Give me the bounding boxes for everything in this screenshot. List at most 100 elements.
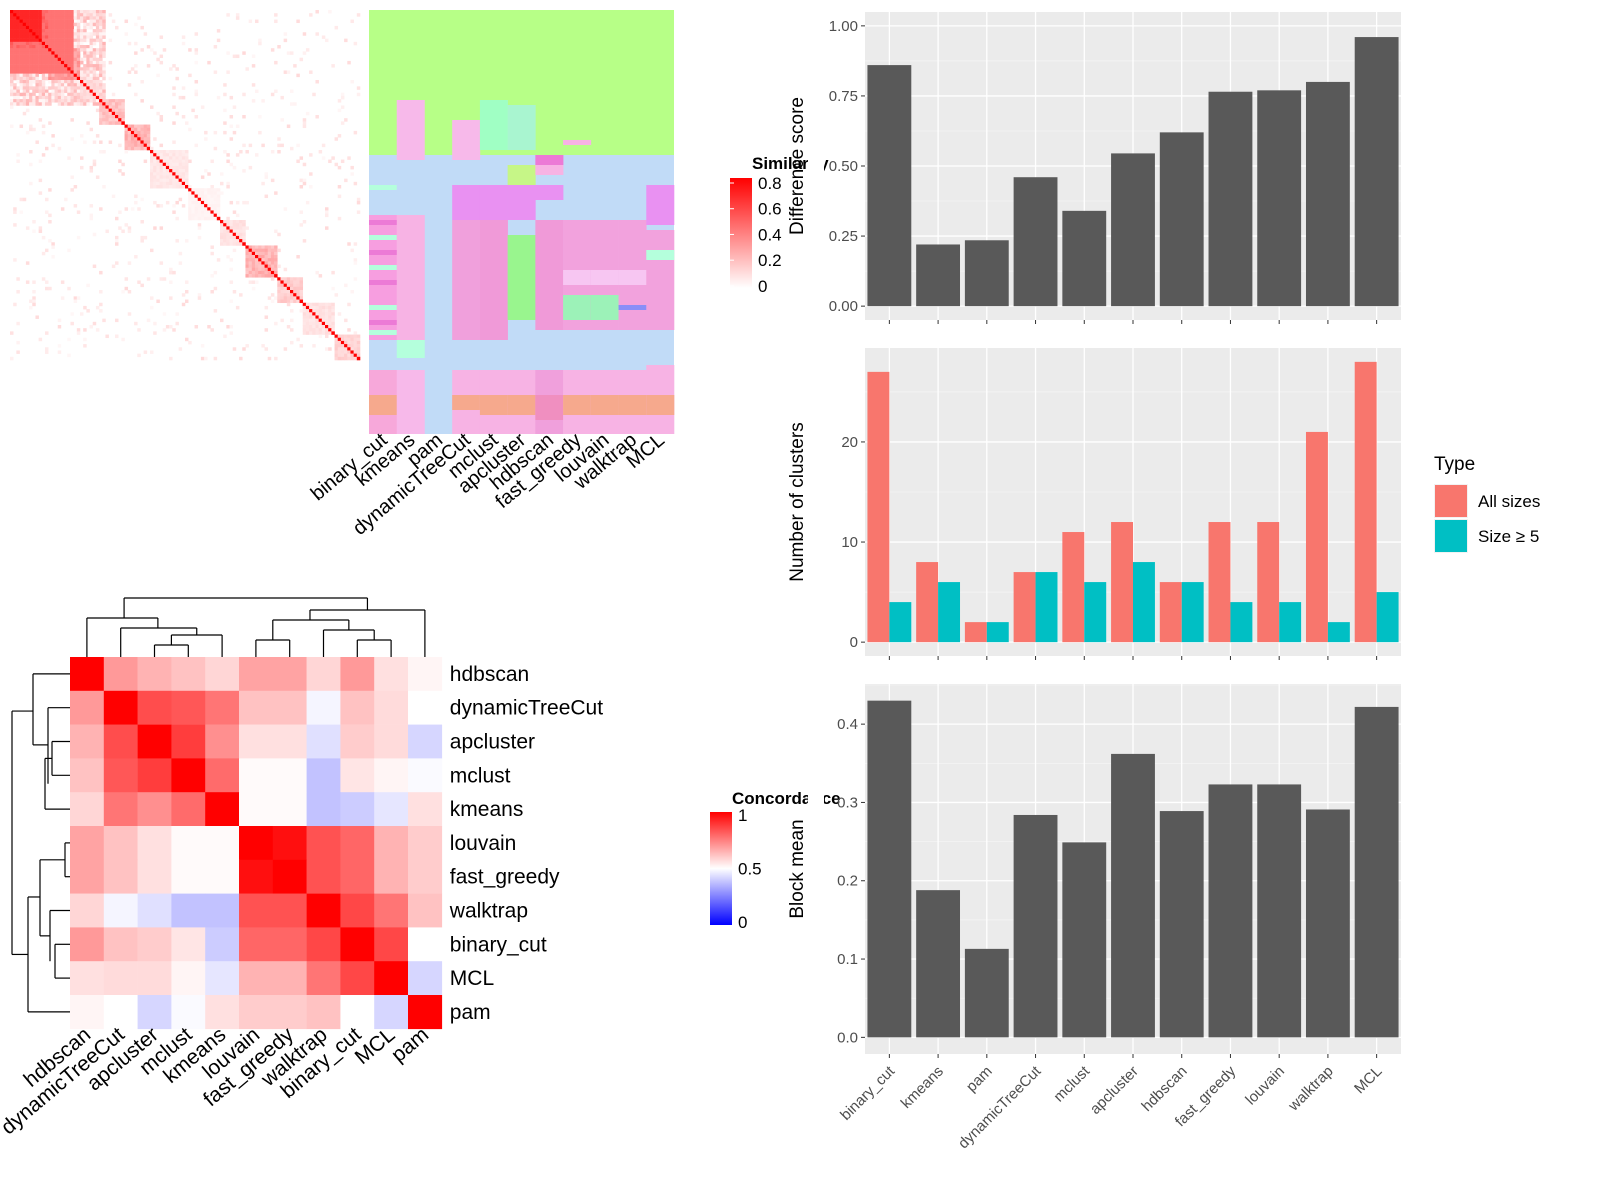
- similarity-cell: [216, 194, 221, 199]
- similarity-cell: [48, 41, 52, 46]
- similarity-cell: [83, 16, 87, 20]
- similarity-cell: [293, 290, 297, 294]
- similarity-cell: [73, 13, 78, 17]
- similarity-cell: [302, 328, 307, 332]
- similarity-cell: [185, 121, 189, 125]
- similarity-cell: [299, 296, 304, 300]
- similarity-cell: [328, 10, 332, 14]
- similarity-cell: [124, 223, 129, 227]
- similarity-cell: [321, 328, 326, 332]
- similarity-cell: [169, 67, 173, 71]
- similarity-cell: [159, 35, 164, 39]
- similarity-cell: [159, 277, 164, 281]
- similarity-cell: [32, 127, 36, 132]
- similarity-cell: [19, 73, 24, 78]
- similarity-cell: [347, 334, 351, 339]
- similarity-cell: [51, 48, 55, 52]
- similarity-cell: [25, 60, 30, 65]
- similarity-cell: [16, 38, 20, 43]
- similarity-cell: [318, 312, 323, 316]
- similarity-cell: [80, 29, 84, 33]
- similarity-cell: [245, 261, 249, 265]
- similarity-cell: [86, 121, 90, 125]
- similarity-cell: [54, 38, 59, 43]
- similarity-cell: [270, 293, 275, 297]
- similarity-cell: [80, 89, 84, 94]
- similarity-cell: [213, 70, 218, 74]
- similarity-cell: [207, 204, 211, 208]
- similarity-cell: [19, 48, 24, 52]
- similarity-cell: [121, 99, 125, 103]
- similarity-cell: [261, 245, 265, 249]
- similarity-cell: [150, 156, 154, 160]
- similarity-cell: [194, 115, 199, 119]
- similarity-cell: [22, 57, 27, 62]
- similarity-cell: [41, 70, 46, 74]
- similarity-cell: [150, 146, 154, 151]
- similarity-cell: [25, 76, 30, 81]
- similarity-cell: [223, 223, 227, 227]
- similarity-cell: [210, 210, 214, 214]
- similarity-cell: [169, 169, 173, 173]
- similarity-cell: [350, 353, 354, 358]
- similarity-cell: [340, 159, 345, 164]
- similarity-cell: [270, 261, 275, 265]
- similarity-cell: [156, 111, 160, 116]
- similarity-cell: [54, 80, 59, 84]
- similarity-cell: [318, 150, 323, 154]
- similarity-cell: [102, 121, 106, 125]
- similarity-cell: [67, 45, 71, 49]
- similarity-cell: [38, 99, 43, 103]
- similarity-cell: [29, 299, 33, 304]
- similarity-cell: [350, 340, 354, 345]
- similarity-cell: [60, 76, 65, 81]
- similarity-cell: [92, 264, 97, 269]
- similarity-cell: [83, 92, 87, 97]
- similarity-cell: [48, 239, 52, 243]
- similarity-cell: [60, 29, 65, 33]
- similarity-cell: [51, 76, 55, 81]
- similarity-cell: [159, 172, 164, 176]
- similarity-cell: [25, 95, 30, 100]
- similarity-cell: [207, 60, 211, 65]
- similarity-cell: [51, 255, 55, 259]
- similarity-cell: [245, 200, 249, 205]
- similarity-cell: [45, 13, 49, 17]
- similarity-cell: [216, 216, 221, 221]
- similarity-heatmap-panel: binary_cutkmeanspamdynamicTreeCutmclusta…: [10, 10, 829, 540]
- similarity-cell: [51, 19, 55, 24]
- concordance-row-label: apcluster: [450, 731, 535, 754]
- concordance-cell: [171, 758, 206, 793]
- similarity-cell: [10, 45, 14, 49]
- similarity-cell: [274, 229, 278, 234]
- similarity-cell: [270, 150, 275, 154]
- similarity-cell: [32, 302, 36, 307]
- similarity-cell: [86, 10, 90, 14]
- similarity-cell: [73, 299, 78, 304]
- similarity-cell: [95, 10, 100, 14]
- similarity-cell: [22, 60, 27, 65]
- similarity-cell: [99, 207, 103, 211]
- similarity-cell: [32, 99, 36, 103]
- concordance-cell: [340, 859, 375, 894]
- similarity-cell: [118, 169, 122, 173]
- similarity-cell: [13, 223, 17, 227]
- similarity-cell: [337, 356, 342, 361]
- similarity-cell: [29, 22, 33, 27]
- similarity-cell: [267, 255, 272, 259]
- similarity-cell: [32, 64, 36, 68]
- similarity-cell: [207, 325, 211, 329]
- similarity-cell: [35, 80, 39, 84]
- similarity-cell: [45, 35, 49, 39]
- similarity-cell: [255, 251, 259, 256]
- bar: [867, 371, 890, 643]
- similarity-cell: [95, 102, 100, 106]
- similarity-cell: [108, 115, 113, 119]
- similarity-cell: [16, 153, 20, 157]
- concordance-cell: [272, 826, 307, 861]
- concordance-cell: [205, 995, 240, 1030]
- similarity-cell: [60, 95, 65, 100]
- similarity-cell: [45, 95, 49, 100]
- concordance-cell: [374, 792, 409, 827]
- similarity-cell: [159, 226, 164, 230]
